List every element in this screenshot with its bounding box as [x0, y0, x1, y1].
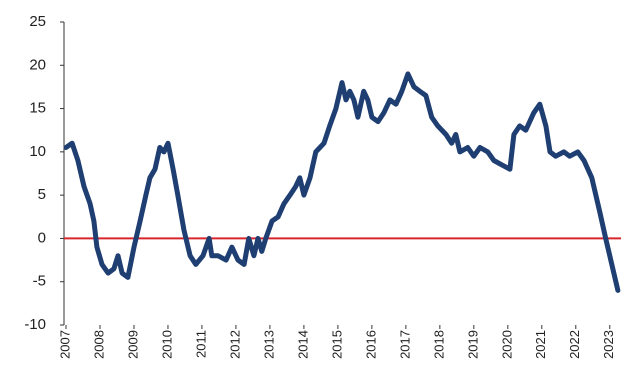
x-tick-label: 2015: [329, 330, 344, 359]
x-tick-label: 2017: [397, 330, 412, 359]
x-tick-label: 2008: [91, 330, 106, 359]
y-tick-label: 0: [38, 229, 46, 246]
x-tick-label: 2013: [261, 330, 276, 359]
x-tick-label: 2023: [601, 330, 616, 359]
data-line: [63, 71, 621, 293]
y-tick-label: 20: [29, 56, 46, 73]
y-tick-label: -5: [33, 273, 46, 290]
x-tick-label: 2022: [567, 330, 582, 359]
x-tick-label: 2020: [499, 330, 514, 359]
y-tick-label: 25: [29, 13, 46, 30]
x-tick-label: 2009: [125, 330, 140, 359]
x-tick-label: 2014: [295, 330, 310, 359]
x-tick-label: 2021: [533, 330, 548, 359]
y-tick-label: -10: [24, 316, 46, 333]
y-tick-label: 5: [38, 186, 46, 203]
x-tick-label: 2011: [193, 330, 208, 358]
x-tick-label: 2012: [227, 330, 242, 359]
x-tick-label: 2010: [159, 330, 174, 359]
y-tick-label: 15: [29, 100, 46, 117]
x-tick-label: 2016: [363, 330, 378, 359]
x-tick-label: 2007: [57, 330, 72, 359]
x-tick-label: 2019: [465, 330, 480, 359]
x-tick-label: 2018: [431, 330, 446, 359]
y-tick-label: 10: [29, 143, 46, 160]
